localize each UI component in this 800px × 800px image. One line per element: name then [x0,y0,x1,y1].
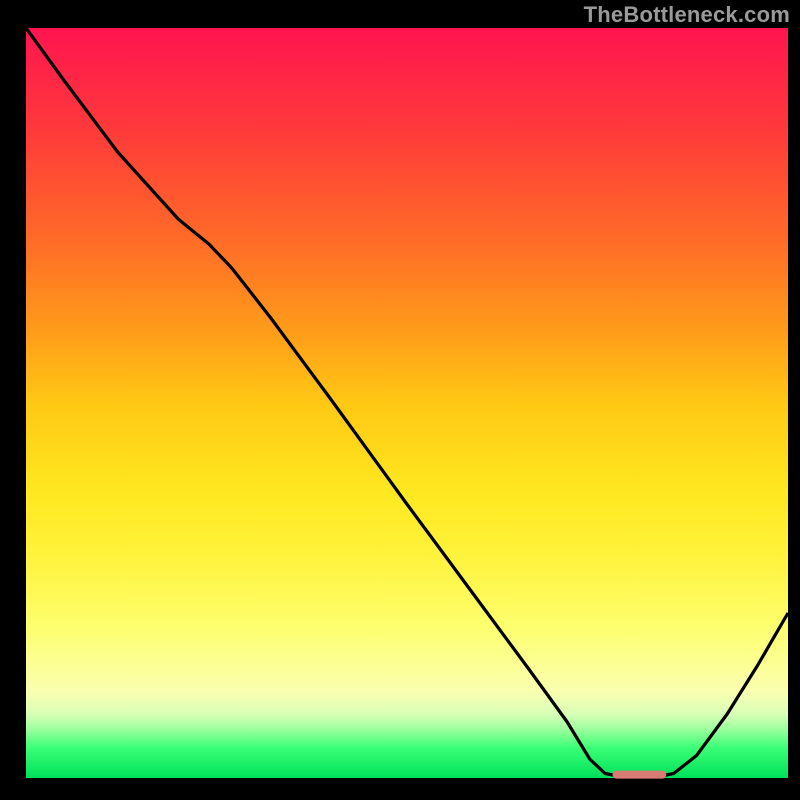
bottleneck-chart [0,0,800,800]
gradient-plot-area [26,28,788,778]
watermark-text: TheBottleneck.com [584,2,790,28]
